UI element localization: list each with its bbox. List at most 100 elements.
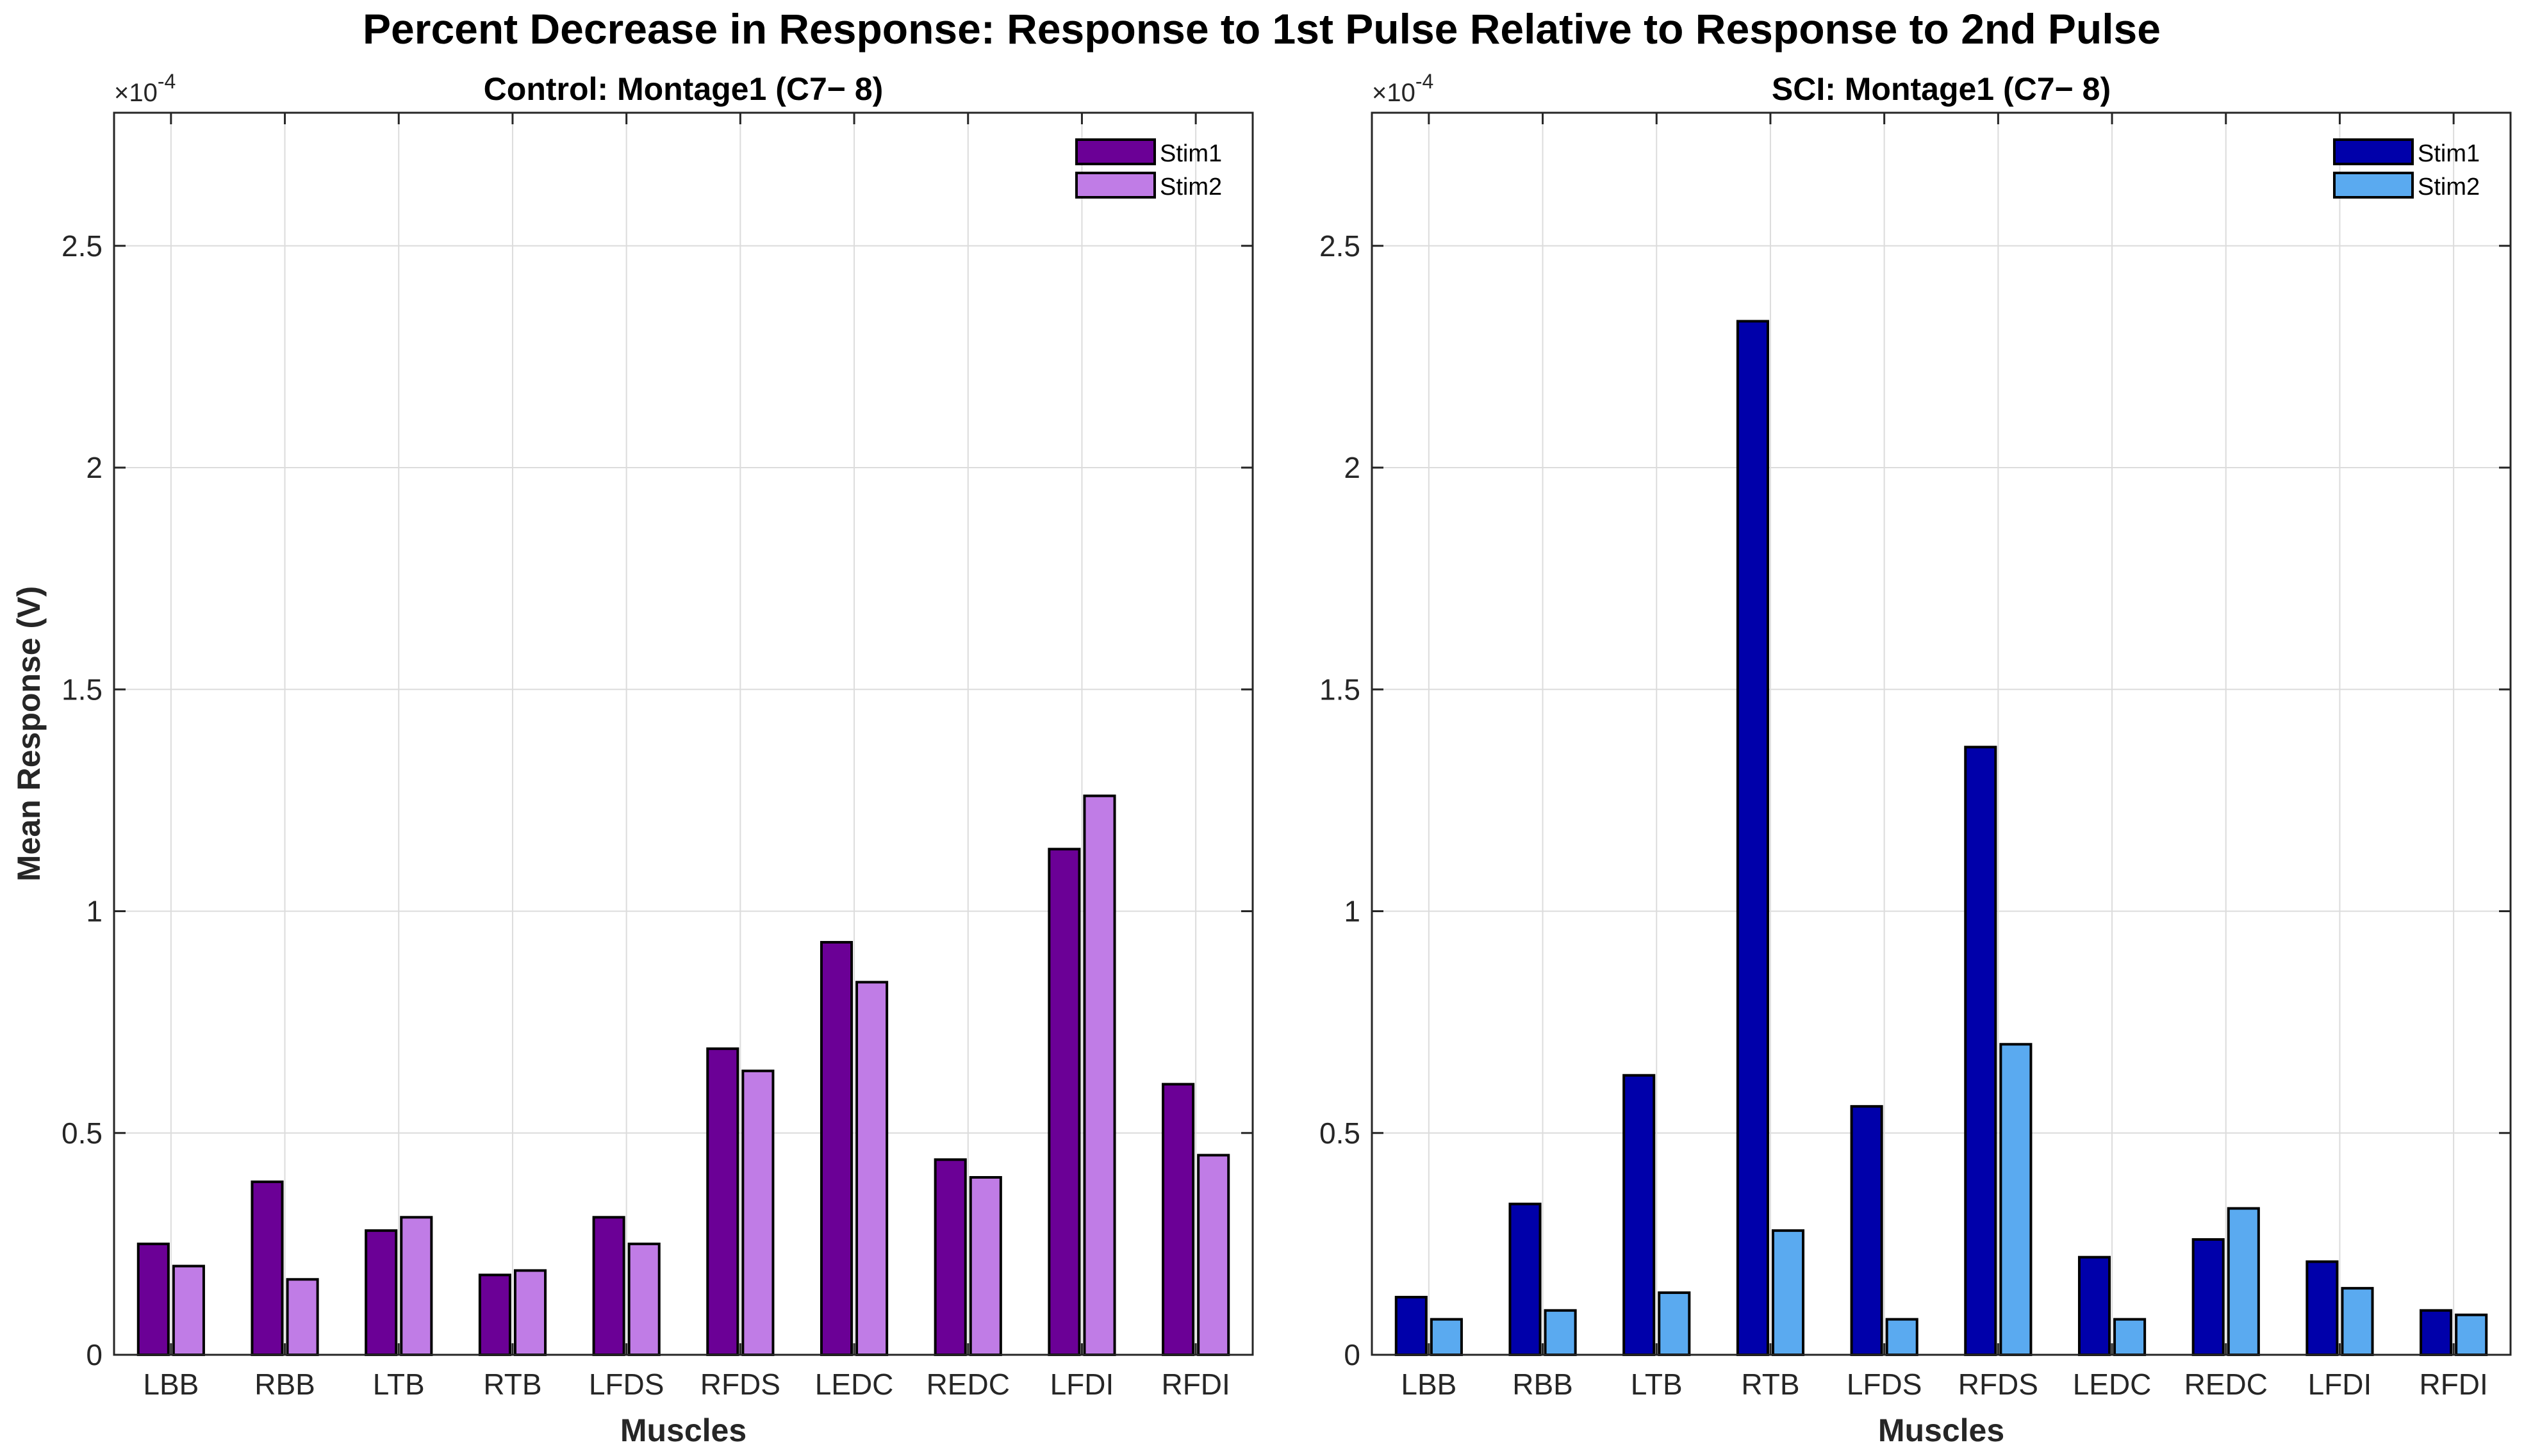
exponent-multiplier: × <box>114 79 129 107</box>
figure-title: Percent Decrease in Response: Response t… <box>363 5 2161 53</box>
y-axis-label: Mean Response (V) <box>11 586 47 881</box>
bar-stim2-rfdi <box>2455 1313 2488 1357</box>
bar-stim2-ledc <box>2113 1318 2147 1357</box>
bar-stim1-rfdi <box>1162 1083 1195 1356</box>
legend-swatch-stim1 <box>2333 138 2414 165</box>
x-tick-label-rtb: RTB <box>483 1368 541 1401</box>
bar-stim2-rbb <box>1544 1309 1577 1356</box>
y-exponent-label: ×10-4 <box>114 70 176 107</box>
bar-stim1-ltb <box>365 1229 398 1356</box>
y-tick-label: 0 <box>1344 1338 1360 1371</box>
x-tick-label-ltb: LTB <box>373 1368 425 1401</box>
x-tick-label-lfds: LFDS <box>589 1368 664 1401</box>
bar-stim1-lbb <box>136 1242 170 1356</box>
bar-stim1-lfds <box>1850 1105 1883 1356</box>
exponent-base: 10 <box>1387 79 1415 107</box>
exponent-power: -4 <box>158 70 176 93</box>
bar-stim1-rtb <box>478 1273 511 1356</box>
y-tick-label: 0.5 <box>62 1117 103 1150</box>
bar-stim1-rtb <box>1736 320 1769 1357</box>
x-tick-label-rfdi: RFDI <box>1161 1368 1230 1401</box>
x-tick-label-redc: REDC <box>927 1368 1010 1401</box>
x-tick-label-rbb: RBB <box>254 1368 315 1401</box>
bar-stim1-rbb <box>251 1180 284 1357</box>
bar-stim2-lfds <box>1885 1318 1918 1357</box>
x-tick-label-redc: REDC <box>2184 1368 2268 1401</box>
bar-stim2-rbb <box>286 1278 319 1357</box>
x-axis-label: Muscles <box>620 1412 746 1448</box>
bar-stim1-lfds <box>592 1216 625 1356</box>
exponent-multiplier: × <box>1372 79 1387 107</box>
bar-stim2-ledc <box>855 981 889 1357</box>
bar-stim1-ledc <box>820 940 854 1356</box>
bar-stim2-lfds <box>627 1242 661 1356</box>
bar-stim1-ltb <box>1622 1074 1656 1356</box>
bar-stim1-rfdi <box>2420 1309 2453 1356</box>
bar-stim1-rbb <box>1508 1202 1542 1357</box>
x-tick-label-ltb: LTB <box>1631 1368 1683 1401</box>
x-tick-label-lbb: LBB <box>1401 1368 1456 1401</box>
bar-stim2-rfds <box>1999 1043 2033 1356</box>
bar-stim2-rfdi <box>1197 1154 1230 1356</box>
exponent-base: 10 <box>129 79 158 107</box>
x-tick-label-rbb: RBB <box>1512 1368 1573 1401</box>
x-tick-label-lfdi: LFDI <box>1050 1368 1114 1401</box>
legend-label-stim1: Stim1 <box>1160 140 1222 167</box>
y-tick-label: 2.5 <box>1319 229 1360 263</box>
chart-title: Control: Montage1 (C7− 8) <box>484 71 884 107</box>
bar-stim2-lfdi <box>2341 1287 2374 1356</box>
legend-label-stim2: Stim2 <box>1160 174 1222 200</box>
legend-swatch-stim1 <box>1075 138 1156 165</box>
bar-stim1-lbb <box>1394 1295 1428 1356</box>
bar-stim1-rfds <box>706 1047 739 1357</box>
y-tick-label: 2.5 <box>62 229 103 263</box>
x-tick-label-ledc: LEDC <box>2073 1368 2152 1401</box>
legend-label-stim1: Stim1 <box>2418 140 2480 167</box>
axes-box <box>113 111 1254 1356</box>
legend-label-stim2: Stim2 <box>2418 174 2480 200</box>
y-tick-label: 1.5 <box>1319 673 1360 706</box>
bar-stim2-ltb <box>1658 1291 1691 1357</box>
axes-box <box>1371 111 2512 1356</box>
bar-stim2-rtb <box>1771 1229 1805 1356</box>
bar-stim1-redc <box>934 1158 967 1357</box>
chart-title: SCI: Montage1 (C7− 8) <box>1772 71 2111 107</box>
bar-stim2-lfdi <box>1083 794 1116 1356</box>
y-tick-label: 1 <box>86 895 103 928</box>
x-tick-label-rfdi: RFDI <box>2419 1368 2487 1401</box>
y-tick-label: 2 <box>1344 451 1360 484</box>
y-tick-label: 0.5 <box>1319 1117 1360 1150</box>
bar-stim2-lbb <box>1430 1318 1463 1357</box>
legend-swatch-stim2 <box>1075 172 1156 199</box>
x-tick-label-lbb: LBB <box>143 1368 199 1401</box>
exponent-power: -4 <box>1415 70 1433 93</box>
bar-stim1-redc <box>2191 1238 2225 1356</box>
y-tick-label: 0 <box>86 1338 103 1371</box>
plot-area <box>1372 113 2511 1355</box>
bar-stim1-lfdi <box>1048 847 1081 1357</box>
control-chart-panel: 0 0.5 1 1.5 2 2.5 LBB RBB LTB RTB LFDS RFDS LEDC REDC… <box>11 70 1254 1448</box>
y-exponent-label: ×10-4 <box>1372 70 1433 107</box>
x-tick-label-lfdi: LFDI <box>2308 1368 2372 1401</box>
bar-stim2-lbb <box>172 1264 205 1356</box>
y-tick-label: 2 <box>86 451 103 484</box>
bar-stim1-lfdi <box>2305 1260 2339 1356</box>
bar-stim2-rtb <box>513 1269 547 1357</box>
y-tick-label: 1.5 <box>62 673 103 706</box>
bar-stim2-ltb <box>400 1216 433 1356</box>
y-tick-label: 1 <box>1344 895 1360 928</box>
x-tick-label-rfds: RFDS <box>1958 1368 2038 1401</box>
x-tick-label-lfds: LFDS <box>1847 1368 1922 1401</box>
x-tick-label-ledc: LEDC <box>815 1368 894 1401</box>
bar-stim2-redc <box>2227 1207 2260 1356</box>
sci-chart-panel: 0 0.5 1 1.5 2 2.5 LBB RBB LTB RTB LFDS RFDS LEDC REDC… <box>1319 70 2512 1448</box>
x-axis-label: Muscles <box>1878 1412 2004 1448</box>
x-tick-label-rfds: RFDS <box>700 1368 780 1401</box>
x-tick-label-rtb: RTB <box>1741 1368 1799 1401</box>
bar-stim2-rfds <box>741 1069 775 1357</box>
bar-stim1-ledc <box>2077 1256 2111 1357</box>
bar-stim2-redc <box>969 1176 1002 1356</box>
legend-swatch-stim2 <box>2333 172 2414 199</box>
bar-stim1-rfds <box>1964 746 1997 1356</box>
